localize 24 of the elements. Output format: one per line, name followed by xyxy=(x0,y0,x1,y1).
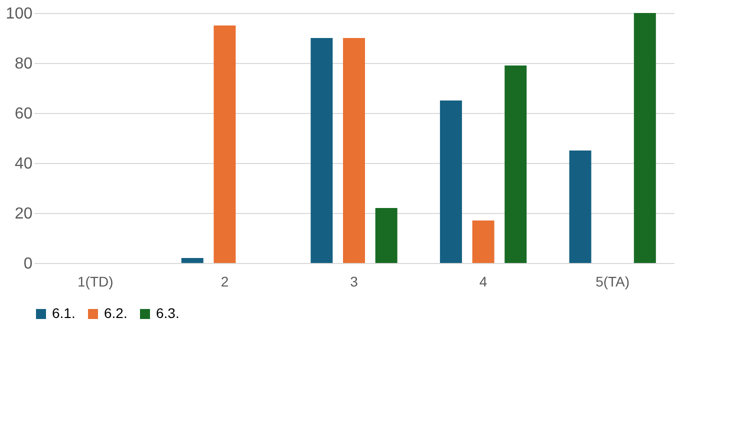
x-tick-label: 4 xyxy=(479,274,488,290)
y-tick-label: 20 xyxy=(14,206,33,222)
y-tick-label: 100 xyxy=(6,6,33,22)
bar xyxy=(472,220,494,263)
y-tick-label: 40 xyxy=(14,156,33,172)
bar xyxy=(214,26,236,263)
legend-label: 6.1. xyxy=(52,305,76,321)
x-tick-label: 1(TD) xyxy=(78,274,114,290)
bar xyxy=(569,150,592,263)
bar xyxy=(343,38,365,263)
legend-label: 6.3. xyxy=(156,305,180,321)
bar xyxy=(375,208,398,263)
bar xyxy=(634,13,656,263)
x-tick-label: 2 xyxy=(220,274,229,290)
bar xyxy=(504,66,527,263)
y-tick-label: 0 xyxy=(24,256,33,272)
legend-label: 6.2. xyxy=(104,305,128,321)
y-tick-label: 60 xyxy=(14,106,33,122)
y-tick-label: 80 xyxy=(14,56,33,72)
x-tick-label: 3 xyxy=(350,274,358,290)
x-tick-label: 5(TA) xyxy=(596,274,630,290)
bar xyxy=(310,38,333,263)
bar xyxy=(181,258,204,263)
bar xyxy=(440,100,462,263)
